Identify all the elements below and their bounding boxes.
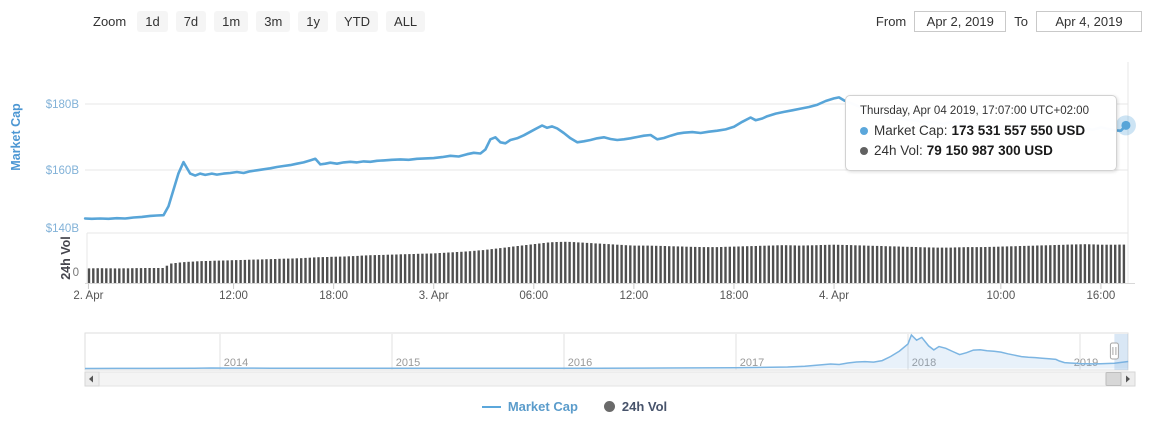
svg-text:12:00: 12:00: [219, 290, 248, 302]
tooltip-market-cap-value: 173 531 557 550 USD: [951, 123, 1086, 138]
tooltip-market-cap-label: Market Cap:: [874, 123, 948, 138]
zoom-button-1d[interactable]: 1d: [137, 11, 168, 32]
zoom-button-all[interactable]: ALL: [386, 11, 426, 32]
volume-bullet-icon: [860, 147, 868, 156]
navigator-handle[interactable]: [1109, 342, 1119, 360]
zoom-button-1y[interactable]: 1y: [298, 11, 329, 32]
to-date-input[interactable]: [1036, 11, 1142, 32]
tooltip-volume-value: 79 150 987 300 USD: [926, 143, 1053, 159]
zoom-label: Zoom: [93, 14, 127, 29]
svg-text:16:00: 16:00: [1087, 290, 1116, 302]
legend-item-market-cap[interactable]: Market Cap: [481, 399, 578, 414]
navigator-line: [84, 333, 1129, 370]
zoom-button-3m[interactable]: 3m: [256, 11, 291, 32]
svg-text:18:00: 18:00: [319, 290, 348, 302]
svg-text:2. Apr: 2. Apr: [73, 290, 103, 302]
svg-text:$140B: $140B: [46, 223, 80, 235]
svg-text:2018: 2018: [912, 357, 936, 369]
svg-text:2014: 2014: [224, 357, 248, 369]
x-axis: 2. Apr 12:00 18:00 3. Apr 06:00 12:00 18:00 4. …: [73, 283, 1116, 302]
circle-sample-icon: [603, 401, 615, 412]
zoom-button-7d[interactable]: 7d: [175, 11, 207, 32]
volume-bars: [87, 241, 1126, 283]
tooltip-volume-row: 24h Vol: 79 150 987 300 USD: [860, 141, 1104, 161]
chart-legend: Market Cap 24h Vol: [0, 399, 1149, 414]
tooltip-volume-label: 24h Vol:: [874, 143, 923, 159]
volume-axis-title: 24h Vol: [59, 236, 73, 280]
zoom-button-1m[interactable]: 1m: [214, 11, 249, 32]
legend-volume-label: 24h Vol: [621, 399, 668, 414]
svg-text:06:00: 06:00: [519, 290, 548, 302]
y-axis-labels: $180B $160B $140B 0 Market Cap 24h Vol: [9, 99, 79, 280]
to-label: To: [1014, 14, 1028, 29]
svg-text:2016: 2016: [568, 357, 592, 369]
tooltip-date: Thursday, Apr 04 2019, 17:07:00 UTC+02:0…: [860, 105, 1089, 117]
tooltip-market-cap-row: Market Cap: 173 531 557 550 USD: [860, 121, 1104, 141]
navigator[interactable]: 2014 2015 2016 2017 2018 2019: [84, 332, 1129, 371]
scrollbar-track[interactable]: [84, 371, 1136, 387]
chart-tooltip: Thursday, Apr 04 2019, 17:07:00 UTC+02:0…: [845, 95, 1117, 171]
svg-text:2015: 2015: [396, 357, 420, 369]
zoom-button-ytd[interactable]: YTD: [336, 11, 379, 32]
svg-text:10:00: 10:00: [986, 290, 1015, 302]
scrollbar-thumb[interactable]: [1105, 372, 1122, 386]
from-label: From: [875, 14, 907, 29]
legend-item-volume[interactable]: 24h Vol: [603, 399, 668, 414]
last-point-marker[interactable]: [1121, 120, 1131, 130]
svg-text:18:00: 18:00: [720, 290, 749, 302]
svg-text:0: 0: [73, 267, 79, 279]
svg-text:$160B: $160B: [46, 165, 80, 177]
scrollbar[interactable]: [84, 371, 1136, 387]
date-range-controls: From To: [876, 11, 1142, 32]
svg-text:12:00: 12:00: [619, 290, 648, 302]
svg-text:$180B: $180B: [46, 99, 80, 111]
scrollbar-right-arrow-icon: [1126, 375, 1130, 383]
scrollbar-left-arrow-icon: [89, 375, 93, 383]
from-date-input[interactable]: [914, 11, 1007, 32]
svg-text:3. Apr: 3. Apr: [419, 290, 449, 302]
line-sample-icon: [481, 405, 501, 408]
svg-text:2019: 2019: [1074, 357, 1098, 369]
svg-text:2017: 2017: [740, 357, 764, 369]
legend-market-cap-label: Market Cap: [507, 399, 578, 414]
market-cap-bullet-icon: [860, 127, 868, 136]
market-cap-axis-title: Market Cap: [9, 103, 23, 171]
svg-text:4. Apr: 4. Apr: [819, 290, 849, 302]
navigator-area: [85, 335, 1129, 369]
zoom-range-toolbar: Zoom 1d 7d 1m 3m 1y YTD ALL: [93, 11, 426, 32]
